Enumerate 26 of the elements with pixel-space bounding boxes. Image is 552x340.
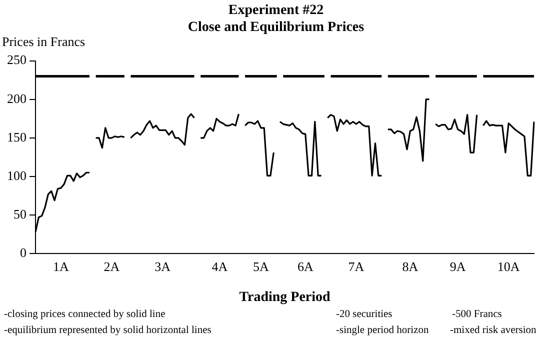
x-tick-label: 4A	[212, 258, 228, 274]
chart-title: Experiment #22	[227, 2, 325, 19]
y-tick-label: 150	[7, 129, 26, 144]
x-tick-label: 1A	[52, 258, 70, 274]
chart-subtitle: Close and Equilibrium Prices	[188, 20, 364, 35]
y-tick-label: 100	[7, 168, 26, 183]
text: -mixed risk aversion	[450, 325, 536, 336]
y-axis-title: Prices in Francs	[2, 34, 86, 50]
text: -500 Francs	[452, 309, 502, 320]
y-tick-label: 200	[7, 90, 26, 106]
x-tick-label: 9A	[450, 258, 466, 274]
x-axis-title: Trading Period	[239, 290, 331, 306]
y-tick-label: 50	[14, 206, 26, 222]
text: -equilibrium represented by solid horizontal lines	[4, 325, 212, 336]
x-tick-label: 2A	[104, 258, 120, 274]
x-tick-label: 6A	[297, 258, 314, 274]
x-tick-label: 5A	[252, 258, 270, 274]
text: -single period horizon	[336, 325, 429, 336]
x-tick-label: 7A	[348, 258, 365, 274]
x-tick-label: 3A	[154, 258, 172, 274]
y-tick-label: 0	[20, 245, 26, 260]
text: -20 securities	[336, 309, 392, 320]
text: -closing prices connected by solid line	[4, 309, 166, 320]
x-tick-label: 10A	[497, 258, 520, 274]
x-tick-label: 8A	[402, 258, 419, 274]
y-tick-label: 250	[7, 52, 26, 68]
